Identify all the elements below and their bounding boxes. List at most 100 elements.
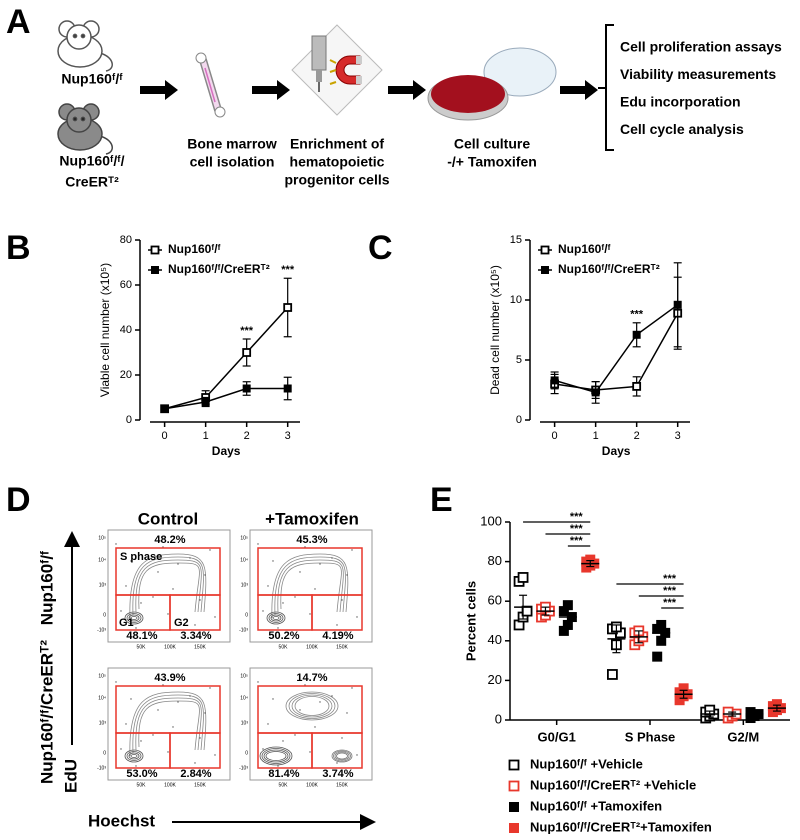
gate-name: G2	[174, 617, 189, 629]
contour	[126, 751, 142, 761]
event-dot	[194, 624, 196, 626]
x-tick-label: 1	[203, 430, 209, 442]
significance-label: ***	[663, 597, 677, 609]
contour	[138, 562, 200, 613]
event-dot	[125, 723, 127, 725]
y-tick-label: 0	[126, 414, 132, 426]
event-dot	[257, 681, 259, 683]
event-dot	[262, 610, 264, 612]
event-dot	[194, 762, 196, 764]
x-tick-label: 100K	[306, 782, 318, 788]
event-dot	[282, 602, 284, 604]
outcome-label: Viability measurements	[620, 66, 776, 82]
contour	[259, 746, 293, 766]
y-tick-label: 10⁵	[98, 673, 106, 679]
y-tick-label: 10³	[241, 720, 249, 726]
gate-percent: 50.2%	[268, 630, 299, 642]
y-tick-label: 40	[120, 324, 132, 336]
contour	[126, 613, 142, 623]
data-point	[607, 669, 618, 680]
y-tick-label: 10⁴	[240, 695, 248, 701]
contour	[334, 751, 350, 761]
step-label: Bone marrow	[187, 136, 277, 152]
y-axis-label: Viable cell number (x10⁵)	[98, 263, 112, 397]
y-tick-label: 10	[510, 294, 522, 306]
event-dot	[204, 712, 206, 714]
y-tick-label: 0	[495, 711, 502, 726]
flow-plot	[107, 529, 231, 643]
data-point	[632, 381, 642, 391]
x-axis-label: Days	[602, 444, 631, 458]
event-dot	[115, 543, 117, 545]
contour	[270, 614, 282, 622]
event-dot	[152, 596, 154, 598]
event-dot	[189, 695, 191, 697]
series-line	[554, 312, 679, 391]
event-dot	[177, 701, 179, 703]
contour	[272, 616, 280, 620]
y-tick-label: 80	[488, 553, 502, 568]
contour	[124, 611, 144, 625]
x-tick-label: 0	[162, 430, 168, 442]
event-dot	[331, 695, 333, 697]
event-dot	[267, 723, 269, 725]
y-tick-label: -10³	[239, 627, 248, 633]
x-axis-label: Days	[212, 444, 241, 458]
event-dot	[209, 687, 211, 689]
x-tick-label: 150K	[194, 782, 206, 788]
x-tick-label: 150K	[336, 644, 348, 650]
event-dot	[120, 748, 122, 750]
gate-percent: 43.9%	[154, 672, 185, 684]
contour	[274, 556, 346, 616]
legend-marker	[508, 780, 520, 792]
legend-label: Nup160ᶠ/ᶠ/CreERᵀ²	[168, 262, 270, 276]
event-dot	[140, 602, 142, 604]
event-dot	[135, 627, 137, 629]
event-dot	[120, 610, 122, 612]
y-tick-label: 40	[488, 632, 502, 647]
data-point	[521, 605, 533, 617]
contour	[280, 562, 342, 613]
data-point	[591, 388, 600, 397]
event-dot	[262, 748, 264, 750]
x-tick-label: 2	[634, 430, 640, 442]
y-tick-label: 60	[488, 593, 502, 608]
gate-percent: 14.7%	[296, 672, 327, 684]
x-tick-label: 50K	[279, 782, 289, 788]
y-tick-label: 10⁵	[240, 535, 248, 541]
outcome-label: Cell proliferation assays	[620, 39, 782, 55]
event-dot	[272, 698, 274, 700]
event-dot	[272, 560, 274, 562]
data-point	[652, 651, 663, 662]
y-tick-label: 5	[516, 354, 522, 366]
series-line	[164, 387, 288, 410]
x-tick-label: 3	[675, 430, 681, 442]
y-axis-label: EdU	[61, 759, 80, 793]
event-dot	[214, 754, 216, 756]
event-dot	[152, 734, 154, 736]
gate-percent: 3.34%	[180, 630, 211, 642]
contour	[135, 559, 202, 613]
series-line	[554, 304, 679, 394]
event-dot	[167, 751, 169, 753]
gate-percent: 53.0%	[126, 768, 157, 780]
data-point	[517, 572, 529, 583]
bone-icon	[195, 52, 226, 118]
x-tick-label: 0	[552, 430, 558, 442]
step-label: Cell culture	[454, 136, 530, 152]
row-label: Nup160ᶠ/ᶠ	[37, 551, 56, 625]
contour	[336, 752, 348, 760]
series-line	[164, 306, 289, 410]
event-dot	[277, 765, 279, 767]
significance-label: ***	[663, 585, 677, 597]
event-dot	[125, 585, 127, 587]
y-tick-label: 10⁴	[98, 695, 106, 701]
event-dot	[115, 681, 117, 683]
event-dot	[341, 737, 343, 739]
event-dot	[299, 709, 301, 711]
y-tick-label: -10³	[239, 765, 248, 771]
contour	[277, 559, 344, 613]
panel-label: D	[6, 481, 31, 519]
event-dot	[189, 557, 191, 559]
significance-label: ***	[281, 264, 295, 276]
